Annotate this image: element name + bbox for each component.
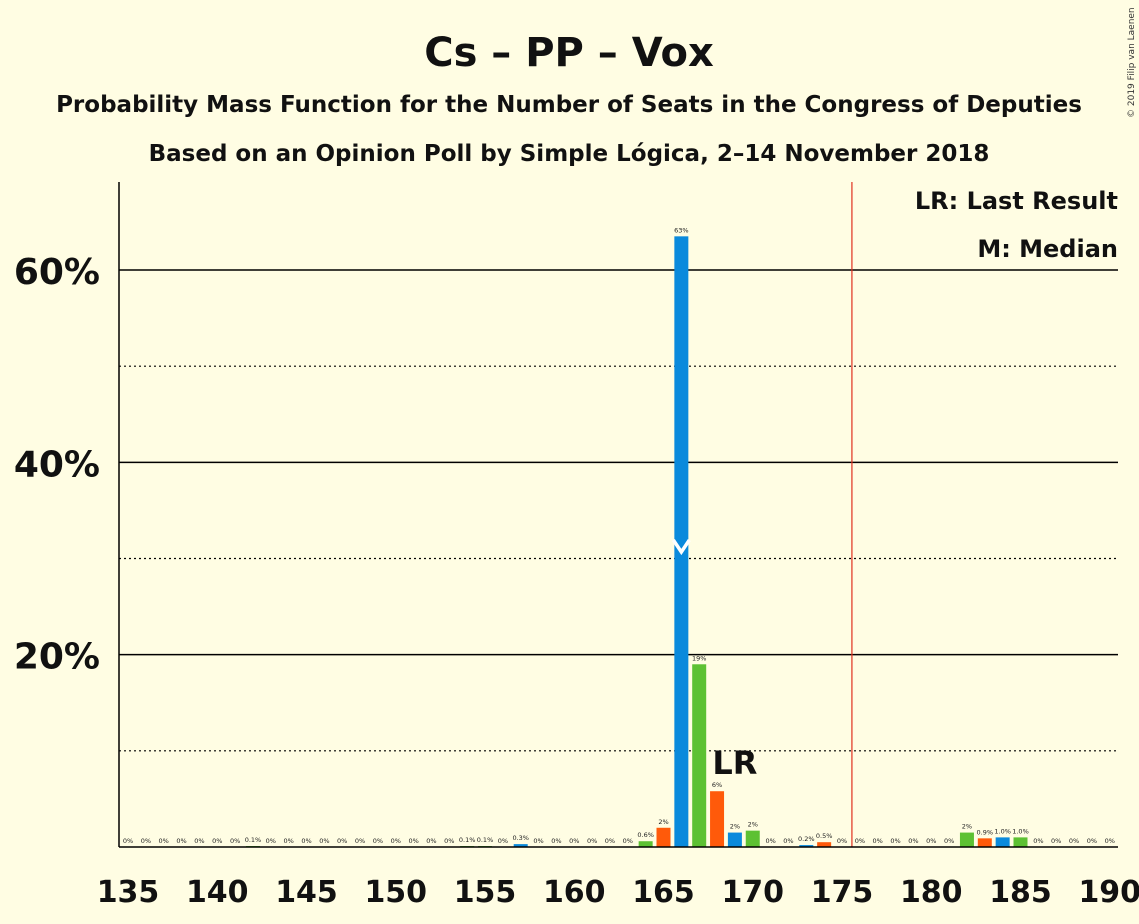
bar: [727, 832, 742, 847]
bar-label: 1.0%: [994, 827, 1011, 835]
chart-title: Cs – PP – Vox: [424, 30, 714, 76]
bar-label: 0%: [1087, 837, 1097, 845]
x-tick-label: 165: [632, 875, 695, 910]
bar-label: 6%: [712, 781, 722, 789]
bar-label: 0%: [301, 837, 311, 845]
bar-label: 0.6%: [637, 831, 654, 839]
bar: [656, 827, 671, 847]
chart-subtitle-2: Based on an Opinion Poll by Simple Lógic…: [149, 141, 990, 167]
bar-label: 0%: [587, 837, 597, 845]
bar-label: 0%: [194, 837, 204, 845]
legend-last-result: LR: Last Result: [915, 187, 1118, 215]
x-tick-label: 135: [97, 875, 160, 910]
bar-label: 0%: [426, 837, 436, 845]
bar: [513, 844, 528, 847]
axes: 20% 40% 60% 135 140 145 150 155 160 165 170 175 180 1…: [14, 182, 1139, 910]
bar-label: 2%: [730, 823, 740, 831]
bar-label: 0%: [1051, 837, 1061, 845]
bar-label: 0%: [837, 837, 847, 845]
x-tick-label: 175: [811, 875, 874, 910]
bar-label: 0%: [890, 837, 900, 845]
y-tick-label: 20%: [14, 637, 100, 678]
bar: [710, 791, 725, 847]
bar-label: 19%: [692, 654, 706, 662]
x-tick-label: 180: [900, 875, 963, 910]
x-tick-label: 145: [275, 875, 338, 910]
x-tick-label: 150: [364, 875, 427, 910]
bar-labels: 0% 0% 0% 0% 0% 0% 0% 0.1% 0% 0% 0% 0% 0% 0% 0% 0% 0% 0% 0%…: [123, 226, 1115, 845]
bar-label: 0%: [141, 837, 151, 845]
median-marker: [671, 539, 691, 556]
bar-label: 2%: [748, 821, 758, 829]
bar-label: 1.0%: [1012, 827, 1029, 835]
bar: [817, 842, 832, 847]
bar-label: 0%: [533, 837, 543, 845]
bar-label: 0%: [623, 837, 633, 845]
y-tick-label: 40%: [14, 444, 100, 485]
bar-label: 0%: [337, 837, 347, 845]
x-tick-label: 160: [543, 875, 606, 910]
bar-label: 0%: [444, 837, 454, 845]
bar-label: 0.2%: [798, 835, 815, 843]
bar-label: 0%: [159, 837, 169, 845]
bar-label: 0%: [123, 837, 133, 845]
bar: [745, 830, 760, 847]
legend-median: M: Median: [977, 235, 1118, 263]
bar-label: 0.9%: [977, 828, 994, 836]
bar-label: 0%: [1069, 837, 1079, 845]
bar-label: 0%: [230, 837, 240, 845]
bar: [692, 664, 707, 847]
bar-label: 0%: [373, 837, 383, 845]
bar-label: 0%: [408, 837, 418, 845]
bar-label: 0%: [605, 837, 615, 845]
grid: [119, 182, 1118, 847]
bar-label: 0%: [551, 837, 561, 845]
bar-label: 0%: [908, 837, 918, 845]
x-tick-label: 190: [1078, 875, 1139, 910]
copyright-note: © 2019 Filip van Laenen: [1127, 7, 1137, 118]
bar-label: 0%: [1105, 837, 1115, 845]
x-tick-label: 155: [454, 875, 517, 910]
bar-label: 0%: [765, 837, 775, 845]
x-tick-label: 170: [721, 875, 784, 910]
bar-label: 0%: [873, 837, 883, 845]
y-tick-label: 60%: [14, 252, 100, 293]
bar-label: 0%: [212, 837, 222, 845]
bar-label: 0.5%: [816, 832, 833, 840]
bar-label: 0%: [355, 837, 365, 845]
bar-label: 0%: [569, 837, 579, 845]
bar: [638, 841, 653, 847]
bar: [959, 832, 974, 847]
bar-label: 0%: [926, 837, 936, 845]
bar-label: 0%: [783, 837, 793, 845]
bar-label: 0%: [391, 837, 401, 845]
bar-label: 63%: [674, 226, 688, 234]
bar: [1013, 837, 1028, 847]
bar: [995, 837, 1010, 847]
bar-label: 0.3%: [512, 834, 529, 842]
bar: [799, 845, 814, 847]
bar: [674, 236, 689, 847]
bar-label: 0%: [944, 837, 954, 845]
x-tick-label: 140: [186, 875, 249, 910]
bar-label: 0.1%: [459, 836, 476, 844]
bars: [245, 236, 1028, 847]
bar-label: 0%: [266, 837, 276, 845]
x-tick-label: 185: [989, 875, 1052, 910]
bar-label: 0%: [319, 837, 329, 845]
bar-label: 0.1%: [245, 836, 262, 844]
bar-label: 0%: [498, 837, 508, 845]
bar-label: 0.1%: [477, 836, 494, 844]
bar-label: 0%: [283, 837, 293, 845]
last-result-label: LR: [712, 744, 757, 782]
bar-label: 0%: [855, 837, 865, 845]
bar: [977, 838, 992, 847]
chart-subtitle-1: Probability Mass Function for the Number…: [56, 92, 1082, 118]
bar-label: 0%: [176, 837, 186, 845]
bar-label: 0%: [1033, 837, 1043, 845]
bar-label: 2%: [962, 823, 972, 831]
bar-label: 2%: [658, 818, 668, 826]
